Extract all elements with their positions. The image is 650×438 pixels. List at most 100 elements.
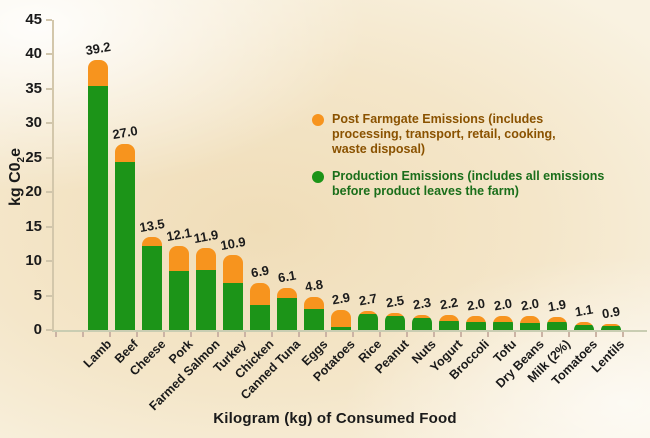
- bar-chicken: [249, 283, 270, 330]
- x-tick-mark-17: [514, 332, 516, 337]
- y-tick-mark-45: [46, 19, 52, 21]
- legend-item-post-farmgate: Post Farmgate Emissions (includes proces…: [312, 112, 622, 157]
- y-tick-label-35: 35: [25, 79, 42, 97]
- category-axis-labels: Lamb Beef Cheese Pork Farmed Salmon Turkey Chi…: [52, 330, 645, 418]
- bar-pork: [168, 246, 189, 330]
- bar-broccoli-post-farmgate-segment: [465, 316, 486, 322]
- bar-milk-2-production-segment: [546, 322, 567, 330]
- plot-area: 39.2 27.0 13.5 12.1 11.9 10.9 6.9 6.1 4.8 2.9 2.7 2…: [52, 20, 647, 332]
- bar-nuts: [411, 315, 432, 330]
- x-tick-mark-14: [433, 332, 435, 337]
- x-tick-mark-8: [271, 332, 273, 337]
- bar-pork-production-segment: [168, 271, 189, 330]
- x-axis-title: Kilogram (kg) of Consumed Food: [213, 410, 457, 427]
- bar-milk-2: [546, 317, 567, 330]
- y-tick-mark-40: [46, 53, 52, 56]
- y-tick-label-25: 25: [25, 148, 42, 166]
- bar-turkey: [222, 255, 243, 330]
- bar-milk-2-post-farmgate-segment: [546, 317, 567, 322]
- bar-cheese-post-farmgate-segment: [141, 237, 162, 246]
- bar-nuts-production-segment: [411, 318, 432, 330]
- bar-farmed-salmon-post-farmgate-segment: [195, 248, 216, 270]
- y-tick-mark-5: [46, 294, 52, 297]
- x-tick-mark-7: [244, 332, 246, 337]
- bar-broccoli: [465, 316, 486, 330]
- bar-chicken-post-farmgate-segment: [249, 283, 270, 305]
- legend: Post Farmgate Emissions (includes proces…: [312, 112, 622, 211]
- bar-lamb-production-segment: [87, 86, 108, 330]
- bar-value-lamb: 39.2: [83, 38, 112, 59]
- y-tick-mark-25: [46, 156, 52, 159]
- bar-canned-tuna-post-farmgate-segment: [276, 288, 297, 298]
- y-tick-label-5: 5: [33, 286, 42, 304]
- bar-beef-production-segment: [114, 162, 135, 330]
- x-tick-mark-13: [406, 332, 408, 337]
- x-tick-mark-16: [487, 332, 489, 337]
- x-tick-mark-19: [568, 332, 570, 337]
- bar-yogurt-post-farmgate-segment: [438, 315, 459, 321]
- y-tick-mark-35: [46, 87, 52, 90]
- y-tick-label-40: 40: [25, 45, 42, 63]
- production-legend-label: Production Emissions (includes all emiss…: [332, 169, 605, 198]
- y-tick-label-20: 20: [25, 183, 42, 201]
- y-tick-mark-10: [46, 260, 52, 263]
- bar-lamb: [87, 60, 108, 330]
- bar-tofu-post-farmgate-segment: [492, 316, 513, 322]
- bar-eggs-production-segment: [303, 309, 324, 330]
- post-farmgate-legend-label: Post Farmgate Emissions (includes proces…: [332, 112, 556, 156]
- bar-tofu: [492, 316, 513, 330]
- y-tick-label-15: 15: [25, 217, 42, 235]
- x-tick-mark-20: [595, 332, 597, 337]
- bar-broccoli-production-segment: [465, 322, 486, 330]
- bar-chicken-production-segment: [249, 305, 270, 330]
- bar-lentils-production-segment: [600, 326, 621, 330]
- x-tick-mark-10: [325, 332, 327, 337]
- bar-potatoes-production-segment: [330, 327, 351, 330]
- x-tick-mark-3: [136, 332, 138, 337]
- bar-tomatoes-production-segment: [573, 325, 594, 330]
- bar-dry-beans-production-segment: [519, 323, 540, 330]
- y-tick-label-0: 0: [33, 321, 42, 338]
- bar-rice-post-farmgate-segment: [357, 311, 378, 314]
- bar-eggs-post-farmgate-segment: [303, 297, 324, 309]
- x-tick-mark-0: [55, 332, 57, 337]
- x-tick-mark-5: [190, 332, 192, 337]
- y-tick-mark-30: [46, 122, 52, 125]
- bar-tomatoes: [573, 322, 594, 330]
- x-tick-mark-11: [352, 332, 354, 337]
- bar-cheese: [141, 237, 162, 330]
- bar-canned-tuna-production-segment: [276, 298, 297, 330]
- bar-beef: [114, 144, 135, 330]
- y-tick-mark-0: [46, 329, 52, 331]
- bar-cheese-production-segment: [141, 246, 162, 330]
- bar-canned-tuna: [276, 288, 297, 330]
- x-tick-mark-6: [217, 332, 219, 337]
- bar-lamb-post-farmgate-segment: [87, 60, 108, 86]
- bar-yogurt: [438, 315, 459, 330]
- x-tick-mark-2: [109, 332, 111, 337]
- bar-turkey-post-farmgate-segment: [222, 255, 243, 283]
- x-tick-mark-12: [379, 332, 381, 337]
- x-tick-mark-18: [541, 332, 543, 337]
- y-tick-mark-15: [46, 225, 52, 228]
- bar-rice-production-segment: [357, 314, 378, 330]
- y-tick-label-30: 30: [25, 114, 42, 132]
- x-tick-mark-21: [622, 332, 624, 337]
- x-tick-mark-4: [163, 332, 165, 337]
- x-tick-mark-9: [298, 332, 300, 337]
- bar-lentils-post-farmgate-segment: [600, 324, 621, 326]
- production-legend-dot-icon: [312, 171, 324, 183]
- x-tick-mark-1: [82, 332, 84, 337]
- bar-eggs: [303, 297, 324, 330]
- bar-tofu-production-segment: [492, 322, 513, 330]
- bar-potatoes-post-farmgate-segment: [330, 310, 351, 327]
- bar-tomatoes-post-farmgate-segment: [573, 322, 594, 325]
- bar-lentils: [600, 324, 621, 330]
- category-label-lamb: Lamb: [80, 337, 115, 371]
- bar-peanut-post-farmgate-segment: [384, 313, 405, 316]
- bar-farmed-salmon: [195, 248, 216, 330]
- bar-turkey-production-segment: [222, 283, 243, 330]
- post-farmgate-legend-dot-icon: [312, 114, 324, 126]
- bar-pork-post-farmgate-segment: [168, 246, 189, 271]
- y-tick-label-45: 45: [25, 11, 42, 28]
